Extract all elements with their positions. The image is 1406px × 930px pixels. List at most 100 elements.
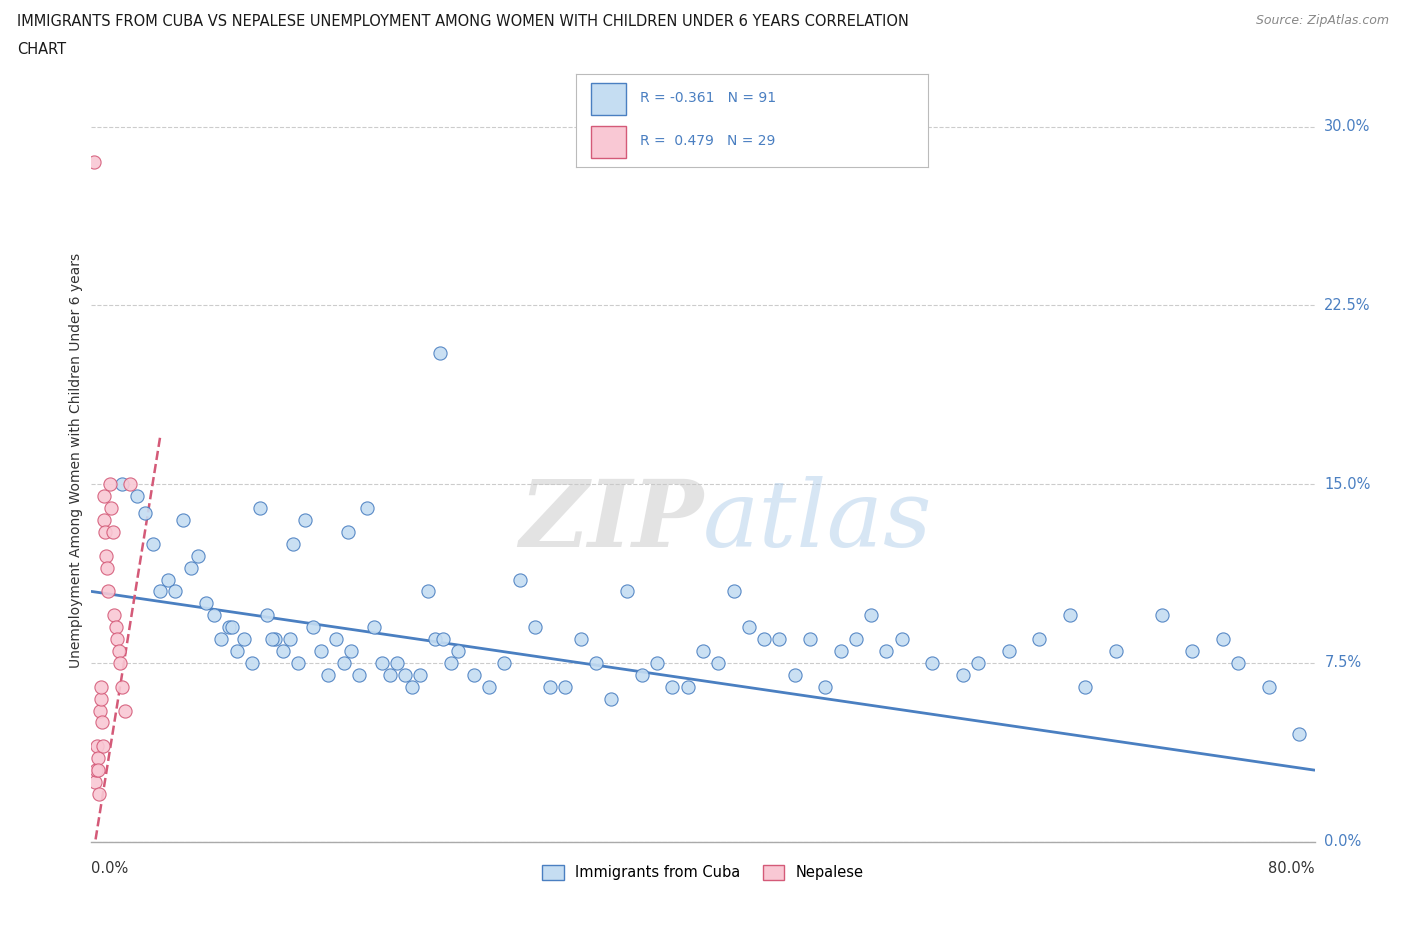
Point	[1105, 644, 1128, 658]
Point	[890, 631, 912, 646]
Text: atlas: atlas	[703, 476, 932, 566]
Point	[1288, 727, 1310, 742]
Point	[91, 738, 114, 753]
Point	[967, 656, 990, 671]
Point	[108, 644, 131, 658]
Point	[302, 619, 325, 634]
Text: 0.0%: 0.0%	[1324, 834, 1361, 849]
Point	[661, 679, 683, 694]
Point	[356, 500, 378, 515]
Point	[875, 644, 898, 658]
Point	[1074, 679, 1097, 694]
Point	[134, 505, 156, 520]
Point	[416, 584, 439, 599]
Point	[93, 488, 115, 503]
Point	[616, 584, 638, 599]
Point	[294, 512, 316, 527]
Point	[110, 656, 132, 671]
Point	[172, 512, 194, 527]
Point	[84, 775, 107, 790]
Point	[94, 525, 117, 539]
Point	[90, 679, 112, 694]
Text: Source: ZipAtlas.com: Source: ZipAtlas.com	[1256, 14, 1389, 27]
Text: 22.5%: 22.5%	[1324, 298, 1371, 313]
Point	[104, 619, 127, 634]
Point	[754, 631, 776, 646]
Text: ZIP: ZIP	[519, 476, 703, 566]
Point	[440, 656, 463, 671]
Point	[1028, 631, 1050, 646]
Point	[93, 512, 115, 527]
Text: 15.0%: 15.0%	[1324, 477, 1371, 492]
Point	[1227, 656, 1250, 671]
Point	[283, 537, 305, 551]
Point	[1181, 644, 1204, 658]
Point	[799, 631, 821, 646]
Point	[105, 631, 128, 646]
Point	[425, 631, 447, 646]
Point	[180, 560, 202, 575]
Point	[98, 477, 121, 492]
Point	[156, 572, 179, 587]
Point	[676, 679, 699, 694]
Point	[83, 155, 105, 170]
Point	[738, 619, 761, 634]
Point	[89, 703, 111, 718]
Point	[187, 549, 209, 564]
Text: R =  0.479   N = 29: R = 0.479 N = 29	[640, 134, 775, 148]
Point	[256, 608, 278, 623]
Point	[264, 631, 287, 646]
Point	[509, 572, 531, 587]
Point	[202, 608, 225, 623]
Point	[631, 668, 654, 683]
Point	[225, 644, 247, 658]
Point	[860, 608, 883, 623]
Point	[569, 631, 592, 646]
Point	[195, 596, 218, 611]
Point	[429, 346, 451, 361]
Point	[814, 679, 837, 694]
Point	[401, 679, 423, 694]
Point	[707, 656, 730, 671]
Point	[409, 668, 432, 683]
Point	[463, 668, 485, 683]
Point	[111, 679, 134, 694]
Y-axis label: Unemployment Among Women with Children Under 6 years: Unemployment Among Women with Children U…	[69, 253, 83, 668]
Point	[165, 584, 187, 599]
Point	[87, 763, 110, 777]
Point	[478, 679, 501, 694]
Point	[1150, 608, 1173, 623]
Point	[114, 703, 136, 718]
Point	[87, 787, 110, 802]
Text: 30.0%: 30.0%	[1324, 119, 1371, 134]
Point	[1257, 679, 1279, 694]
Point	[90, 691, 112, 706]
Text: 7.5%: 7.5%	[1324, 656, 1361, 671]
Point	[97, 584, 120, 599]
Point	[585, 656, 607, 671]
Point	[100, 500, 122, 515]
Text: 80.0%: 80.0%	[1268, 861, 1315, 876]
Point	[378, 668, 401, 683]
Point	[209, 631, 232, 646]
Point	[271, 644, 294, 658]
Point	[371, 656, 394, 671]
Point	[249, 500, 271, 515]
Point	[523, 619, 546, 634]
Point	[218, 619, 240, 634]
Point	[432, 631, 454, 646]
Point	[394, 668, 416, 683]
Point	[554, 679, 576, 694]
Point	[692, 644, 714, 658]
Point	[645, 656, 668, 671]
Point	[118, 477, 141, 492]
Point	[768, 631, 790, 646]
Point	[91, 715, 114, 730]
Text: R = -0.361   N = 91: R = -0.361 N = 91	[640, 91, 776, 105]
Point	[600, 691, 623, 706]
Point	[1059, 608, 1081, 623]
Point	[325, 631, 347, 646]
Point	[332, 656, 354, 671]
Point	[998, 644, 1021, 658]
Point	[287, 656, 309, 671]
